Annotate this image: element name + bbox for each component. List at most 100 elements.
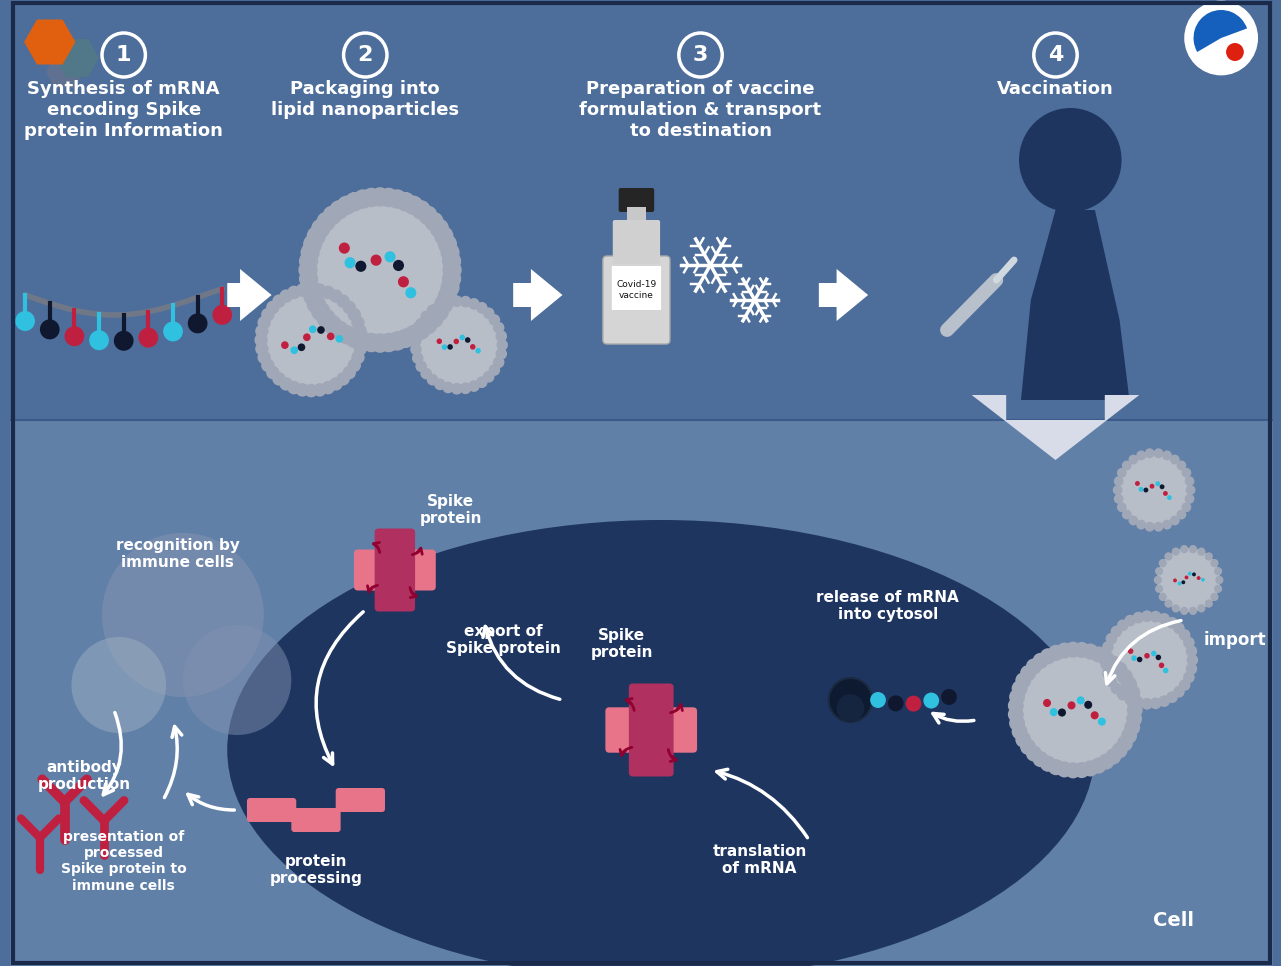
- Circle shape: [257, 351, 270, 364]
- Circle shape: [1082, 760, 1098, 777]
- Circle shape: [1150, 611, 1162, 622]
- Circle shape: [361, 187, 380, 208]
- Circle shape: [1016, 672, 1031, 689]
- Circle shape: [1186, 645, 1198, 657]
- Circle shape: [1145, 522, 1154, 531]
- Circle shape: [183, 625, 291, 735]
- Ellipse shape: [227, 520, 1095, 966]
- Circle shape: [465, 337, 470, 343]
- Circle shape: [497, 339, 509, 351]
- Circle shape: [287, 381, 301, 394]
- Text: Synthesis of mRNA
encoding Spike
protein Information: Synthesis of mRNA encoding Spike protein…: [24, 80, 223, 140]
- Text: 2: 2: [357, 45, 373, 65]
- Text: 3: 3: [693, 45, 708, 65]
- Circle shape: [305, 283, 318, 297]
- Circle shape: [311, 218, 330, 239]
- Circle shape: [483, 307, 494, 319]
- Circle shape: [1117, 452, 1191, 528]
- Circle shape: [1012, 680, 1027, 696]
- Circle shape: [1159, 663, 1164, 668]
- Circle shape: [354, 331, 373, 351]
- Circle shape: [1111, 626, 1122, 638]
- Circle shape: [1159, 484, 1164, 489]
- Circle shape: [1136, 657, 1143, 663]
- Circle shape: [370, 187, 389, 207]
- Circle shape: [306, 226, 325, 245]
- Circle shape: [1008, 697, 1024, 714]
- Circle shape: [40, 320, 60, 339]
- Circle shape: [1048, 759, 1065, 775]
- Circle shape: [1164, 553, 1172, 560]
- Circle shape: [1125, 720, 1140, 735]
- Circle shape: [434, 295, 453, 314]
- Circle shape: [1117, 619, 1129, 631]
- Circle shape: [418, 206, 437, 225]
- Circle shape: [1173, 686, 1185, 697]
- Circle shape: [1067, 701, 1076, 709]
- Circle shape: [301, 278, 320, 298]
- Circle shape: [354, 325, 366, 338]
- Circle shape: [336, 335, 343, 343]
- Circle shape: [347, 358, 361, 372]
- Circle shape: [942, 689, 957, 705]
- Circle shape: [442, 297, 453, 308]
- Circle shape: [427, 374, 438, 385]
- Circle shape: [355, 261, 366, 271]
- Circle shape: [477, 377, 488, 388]
- Circle shape: [424, 309, 443, 328]
- Circle shape: [297, 344, 305, 351]
- Circle shape: [1125, 614, 1136, 627]
- Circle shape: [451, 296, 462, 307]
- Text: import: import: [1203, 631, 1266, 649]
- Circle shape: [1122, 510, 1131, 520]
- Circle shape: [1032, 653, 1049, 668]
- Circle shape: [468, 381, 479, 392]
- Circle shape: [924, 693, 939, 709]
- Text: Vaccination: Vaccination: [997, 80, 1114, 98]
- Circle shape: [1226, 43, 1244, 61]
- Polygon shape: [24, 19, 76, 65]
- Circle shape: [398, 276, 409, 288]
- FancyBboxPatch shape: [612, 266, 661, 310]
- FancyBboxPatch shape: [603, 256, 670, 344]
- Circle shape: [488, 314, 500, 326]
- Circle shape: [351, 316, 365, 329]
- Circle shape: [354, 342, 366, 355]
- Circle shape: [415, 360, 427, 372]
- Circle shape: [1020, 739, 1036, 755]
- Circle shape: [1193, 573, 1196, 577]
- Circle shape: [442, 251, 461, 270]
- Circle shape: [1181, 581, 1185, 584]
- Circle shape: [393, 260, 404, 271]
- Circle shape: [1104, 615, 1194, 705]
- Circle shape: [1106, 749, 1121, 764]
- Circle shape: [1154, 522, 1163, 531]
- Circle shape: [1158, 559, 1167, 567]
- Circle shape: [434, 299, 446, 311]
- Circle shape: [1015, 648, 1136, 772]
- Circle shape: [410, 334, 421, 347]
- Circle shape: [1073, 642, 1090, 658]
- Circle shape: [1049, 708, 1058, 716]
- Circle shape: [1176, 510, 1186, 520]
- Circle shape: [337, 195, 356, 215]
- Circle shape: [1181, 468, 1191, 478]
- Circle shape: [412, 353, 424, 364]
- Circle shape: [468, 298, 479, 310]
- Circle shape: [1164, 599, 1172, 608]
- Circle shape: [1187, 572, 1191, 576]
- Circle shape: [1018, 108, 1122, 212]
- Text: 4: 4: [1048, 45, 1063, 65]
- Circle shape: [279, 377, 293, 390]
- Circle shape: [322, 381, 334, 394]
- Circle shape: [1139, 487, 1144, 492]
- Circle shape: [405, 287, 416, 298]
- Circle shape: [1126, 694, 1143, 709]
- Circle shape: [424, 212, 443, 231]
- Text: Packaging into
lipid nanoparticles: Packaging into lipid nanoparticles: [272, 80, 460, 119]
- Circle shape: [388, 331, 407, 351]
- Circle shape: [255, 333, 268, 347]
- Circle shape: [1111, 683, 1122, 695]
- Circle shape: [316, 212, 336, 231]
- Circle shape: [1152, 651, 1157, 656]
